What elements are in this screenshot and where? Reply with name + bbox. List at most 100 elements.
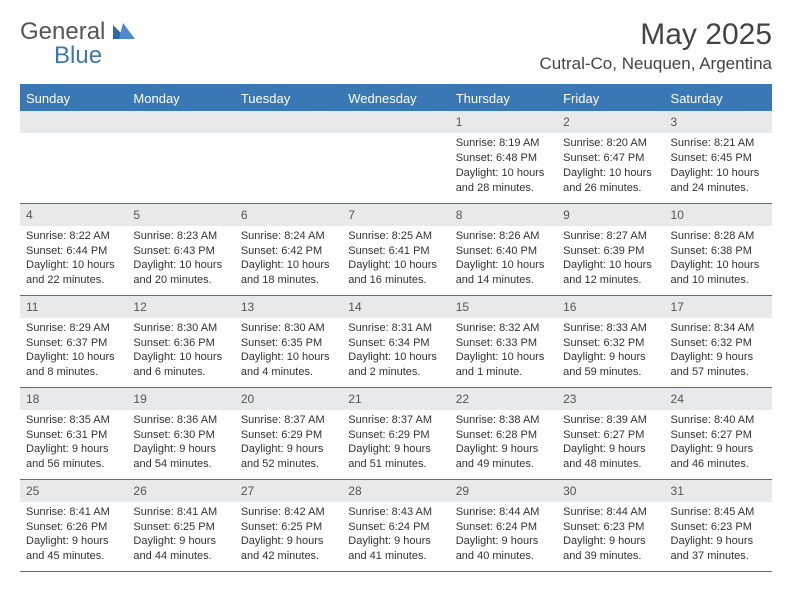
calendar-cell: 30Sunrise: 8:44 AMSunset: 6:23 PMDayligh… <box>557 479 664 571</box>
daylight-text: Daylight: 9 hours and 42 minutes. <box>241 534 336 564</box>
calendar-cell: 13Sunrise: 8:30 AMSunset: 6:35 PMDayligh… <box>235 295 342 387</box>
calendar-week: 18Sunrise: 8:35 AMSunset: 6:31 PMDayligh… <box>20 387 772 479</box>
day-number-empty <box>20 111 127 133</box>
daylight-text: Daylight: 10 hours and 14 minutes. <box>456 258 551 288</box>
day-number: 26 <box>127 480 234 502</box>
day-number: 2 <box>557 111 664 133</box>
day-number-empty <box>127 111 234 133</box>
calendar-cell: 27Sunrise: 8:42 AMSunset: 6:25 PMDayligh… <box>235 479 342 571</box>
sunset-text: Sunset: 6:32 PM <box>671 336 766 351</box>
day-header-row: Sunday Monday Tuesday Wednesday Thursday… <box>20 85 772 111</box>
day-body-empty <box>127 133 234 193</box>
brand-blue: Blue <box>54 42 102 70</box>
calendar-cell: 24Sunrise: 8:40 AMSunset: 6:27 PMDayligh… <box>665 387 772 479</box>
day-body: Sunrise: 8:24 AMSunset: 6:42 PMDaylight:… <box>235 226 342 294</box>
day-body: Sunrise: 8:29 AMSunset: 6:37 PMDaylight:… <box>20 318 127 386</box>
sunrise-text: Sunrise: 8:43 AM <box>348 505 443 520</box>
daylight-text: Daylight: 9 hours and 37 minutes. <box>671 534 766 564</box>
calendar-week: 1Sunrise: 8:19 AMSunset: 6:48 PMDaylight… <box>20 111 772 203</box>
day-header: Friday <box>557 85 664 111</box>
calendar-cell: 11Sunrise: 8:29 AMSunset: 6:37 PMDayligh… <box>20 295 127 387</box>
daylight-text: Daylight: 9 hours and 57 minutes. <box>671 350 766 380</box>
day-number: 20 <box>235 388 342 410</box>
sunset-text: Sunset: 6:41 PM <box>348 244 443 259</box>
triangle-icon <box>113 21 135 44</box>
daylight-text: Daylight: 9 hours and 51 minutes. <box>348 442 443 472</box>
day-body: Sunrise: 8:23 AMSunset: 6:43 PMDaylight:… <box>127 226 234 294</box>
day-number: 3 <box>665 111 772 133</box>
sunset-text: Sunset: 6:32 PM <box>563 336 658 351</box>
sunset-text: Sunset: 6:27 PM <box>563 428 658 443</box>
day-body: Sunrise: 8:45 AMSunset: 6:23 PMDaylight:… <box>665 502 772 570</box>
calendar-cell <box>127 111 234 203</box>
sunset-text: Sunset: 6:29 PM <box>241 428 336 443</box>
calendar-cell: 1Sunrise: 8:19 AMSunset: 6:48 PMDaylight… <box>450 111 557 203</box>
day-body: Sunrise: 8:31 AMSunset: 6:34 PMDaylight:… <box>342 318 449 386</box>
calendar-cell: 4Sunrise: 8:22 AMSunset: 6:44 PMDaylight… <box>20 203 127 295</box>
sunset-text: Sunset: 6:35 PM <box>241 336 336 351</box>
sunrise-text: Sunrise: 8:42 AM <box>241 505 336 520</box>
page-title: May 2025 <box>540 18 772 52</box>
sunset-text: Sunset: 6:33 PM <box>456 336 551 351</box>
day-body: Sunrise: 8:44 AMSunset: 6:23 PMDaylight:… <box>557 502 664 570</box>
day-number: 28 <box>342 480 449 502</box>
daylight-text: Daylight: 10 hours and 2 minutes. <box>348 350 443 380</box>
day-body: Sunrise: 8:41 AMSunset: 6:26 PMDaylight:… <box>20 502 127 570</box>
day-header: Tuesday <box>235 85 342 111</box>
day-number: 21 <box>342 388 449 410</box>
day-number: 12 <box>127 296 234 318</box>
sunset-text: Sunset: 6:23 PM <box>671 520 766 535</box>
daylight-text: Daylight: 10 hours and 22 minutes. <box>26 258 121 288</box>
daylight-text: Daylight: 10 hours and 12 minutes. <box>563 258 658 288</box>
sunset-text: Sunset: 6:25 PM <box>133 520 228 535</box>
calendar-cell: 15 Sunrise: 8:32 AMSunset: 6:33 PMDayligh… <box>450 295 557 387</box>
sunset-text: Sunset: 6:42 PM <box>241 244 336 259</box>
sunset-text: Sunset: 6:29 PM <box>348 428 443 443</box>
daylight-text: Daylight: 9 hours and 52 minutes. <box>241 442 336 472</box>
sunset-text: Sunset: 6:30 PM <box>133 428 228 443</box>
day-number: 18 <box>20 388 127 410</box>
day-body: Sunrise: 8:26 AMSunset: 6:40 PMDaylight:… <box>450 226 557 294</box>
daylight-text: Daylight: 9 hours and 45 minutes. <box>26 534 121 564</box>
day-number: 11 <box>20 296 127 318</box>
sunset-text: Sunset: 6:38 PM <box>671 244 766 259</box>
calendar-cell: 9Sunrise: 8:27 AMSunset: 6:39 PMDaylight… <box>557 203 664 295</box>
day-number: 14 <box>342 296 449 318</box>
day-number: 5 <box>127 204 234 226</box>
sunrise-text: Sunrise: 8:32 AM <box>456 321 551 336</box>
sunrise-text: Sunrise: 8:41 AM <box>26 505 121 520</box>
daylight-text: Daylight: 10 hours and 20 minutes. <box>133 258 228 288</box>
day-body: Sunrise: 8:36 AMSunset: 6:30 PMDaylight:… <box>127 410 234 478</box>
calendar-cell <box>235 111 342 203</box>
day-body-empty <box>235 133 342 193</box>
day-number: 6 <box>235 204 342 226</box>
day-body-empty <box>20 133 127 193</box>
calendar-cell: 23Sunrise: 8:39 AMSunset: 6:27 PMDayligh… <box>557 387 664 479</box>
day-body: Sunrise: 8:38 AMSunset: 6:28 PMDaylight:… <box>450 410 557 478</box>
day-body: Sunrise: 8:21 AMSunset: 6:45 PMDaylight:… <box>665 133 772 201</box>
calendar-cell: 14Sunrise: 8:31 AMSunset: 6:34 PMDayligh… <box>342 295 449 387</box>
sunrise-text: Sunrise: 8:25 AM <box>348 229 443 244</box>
calendar-week: 4Sunrise: 8:22 AMSunset: 6:44 PMDaylight… <box>20 203 772 295</box>
calendar-cell: 31Sunrise: 8:45 AMSunset: 6:23 PMDayligh… <box>665 479 772 571</box>
day-body: Sunrise: 8:35 AMSunset: 6:31 PMDaylight:… <box>20 410 127 478</box>
sunset-text: Sunset: 6:39 PM <box>563 244 658 259</box>
calendar-cell: 10Sunrise: 8:28 AMSunset: 6:38 PMDayligh… <box>665 203 772 295</box>
sunrise-text: Sunrise: 8:23 AM <box>133 229 228 244</box>
calendar-cell: 17Sunrise: 8:34 AMSunset: 6:32 PMDayligh… <box>665 295 772 387</box>
day-number: 15 <box>450 296 557 318</box>
day-header: Wednesday <box>342 85 449 111</box>
sunrise-text: Sunrise: 8:35 AM <box>26 413 121 428</box>
sunrise-text: Sunrise: 8:28 AM <box>671 229 766 244</box>
daylight-text: Daylight: 9 hours and 59 minutes. <box>563 350 658 380</box>
sunrise-text: Sunrise: 8:37 AM <box>348 413 443 428</box>
day-body: Sunrise: 8:19 AMSunset: 6:48 PMDaylight:… <box>450 133 557 201</box>
daylight-text: Daylight: 10 hours and 1 minute. <box>456 350 551 380</box>
day-number: 27 <box>235 480 342 502</box>
sunrise-text: Sunrise: 8:22 AM <box>26 229 121 244</box>
calendar-table: Sunday Monday Tuesday Wednesday Thursday… <box>20 84 772 572</box>
sunset-text: Sunset: 6:28 PM <box>456 428 551 443</box>
day-body: Sunrise: 8:20 AMSunset: 6:47 PMDaylight:… <box>557 133 664 201</box>
daylight-text: Daylight: 9 hours and 56 minutes. <box>26 442 121 472</box>
daylight-text: Daylight: 9 hours and 41 minutes. <box>348 534 443 564</box>
